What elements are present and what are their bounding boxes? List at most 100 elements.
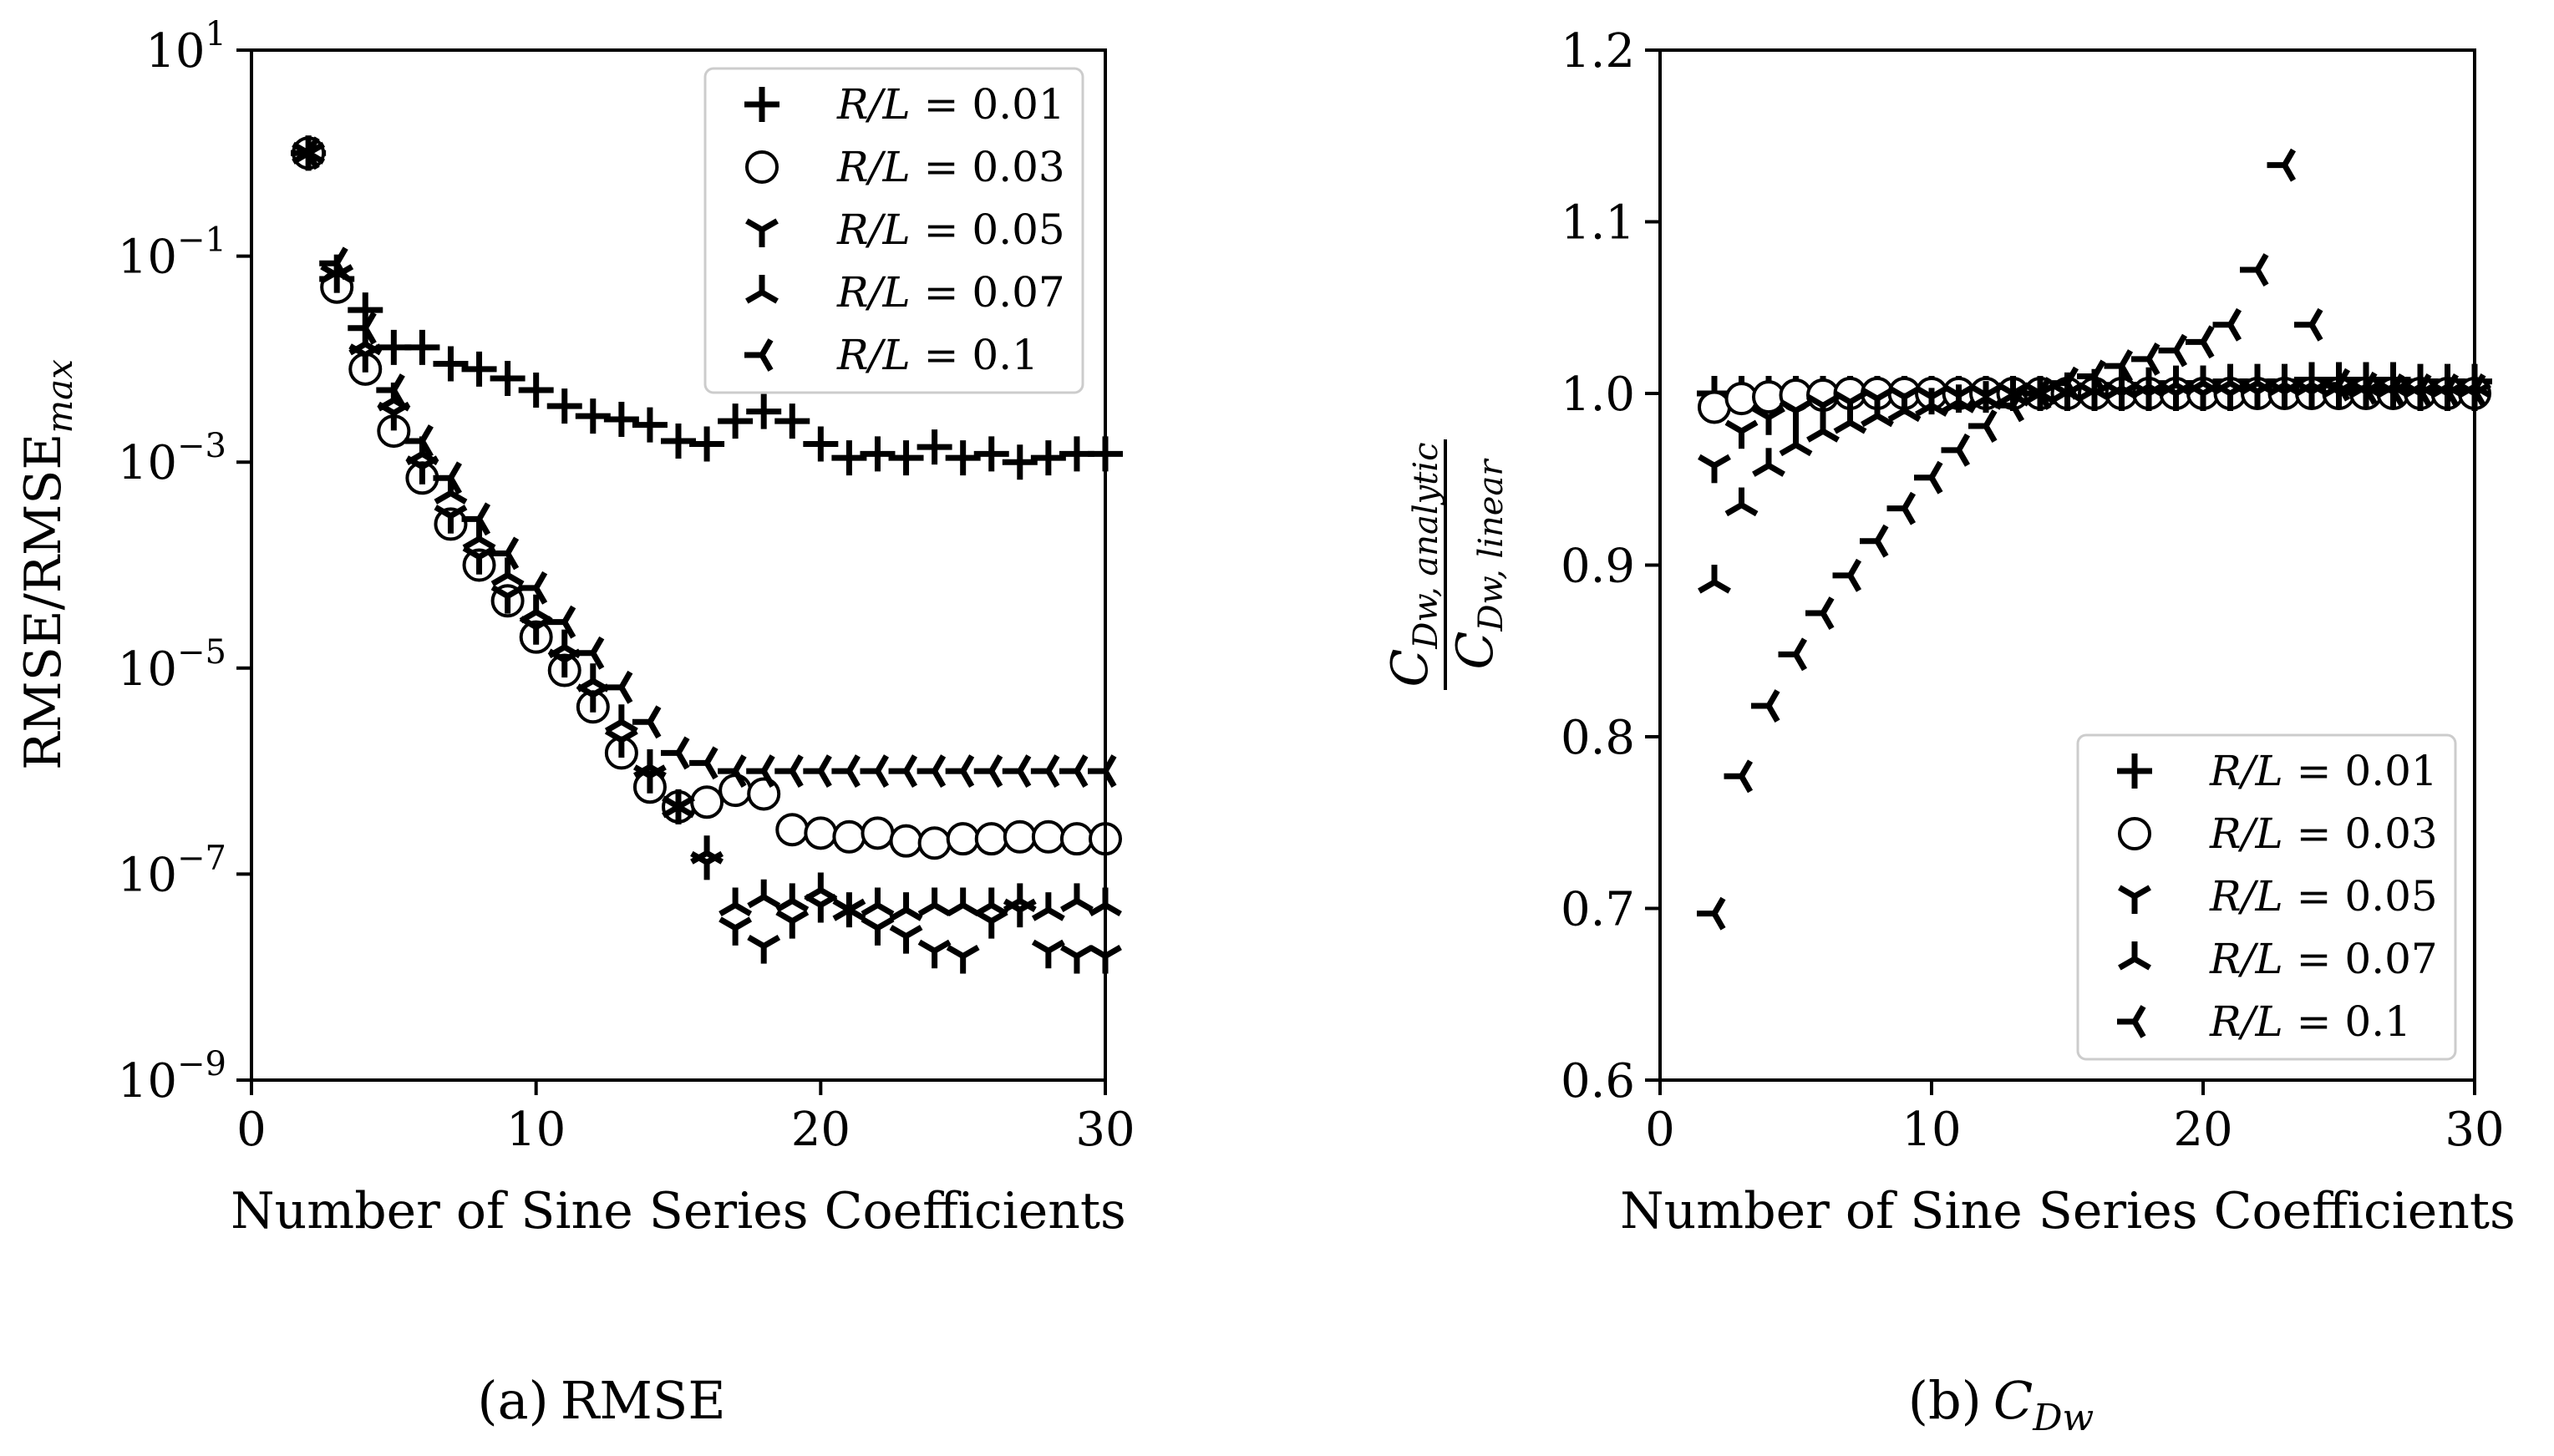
data-point-rmse-s1-18 (774, 403, 810, 439)
legend-markers-rmse (744, 87, 779, 372)
data-point-cdw-s5-14 (2049, 366, 2079, 400)
data-point-rmse-s5-19 (803, 754, 832, 789)
data-point-cdw-s5-2 (1724, 759, 1754, 794)
data-point-rmse-s4-28 (1059, 883, 1094, 912)
data-point-rmse-s5-18 (774, 754, 804, 789)
data-point-rmse-s1-6 (433, 346, 469, 382)
x-tick-label-cdw-2: 20 (2173, 1103, 2232, 1157)
data-point-rmse-s1-12 (603, 402, 639, 438)
data-point-rmse-s2-27 (1031, 819, 1065, 854)
data-point-rmse-s3-16 (718, 916, 753, 946)
data-point-rmse-s5-20 (831, 754, 861, 789)
data-point-rmse-s3-18 (775, 910, 810, 939)
data-point-cdw-s4-6 (1833, 404, 1867, 434)
data-point-cdw-s5-1 (1697, 896, 1726, 931)
legend-entry-cdw-2: R/L = 0.03 (2209, 809, 2438, 858)
legend-marker-rmse-2 (745, 150, 779, 184)
data-point-cdw-s5-15 (2077, 359, 2106, 393)
y-tick-label-rmse-1: 10−1 (118, 221, 226, 285)
data-point-cdw-s4-9 (1915, 388, 1948, 417)
data-point-cdw-s5-10 (1941, 433, 1971, 467)
data-point-rmse-s3-21 (861, 916, 895, 946)
data-point-rmse-s5-25 (973, 754, 1003, 789)
data-point-cdw-s4-5 (1806, 413, 1840, 443)
data-point-rmse-s1-3 (348, 292, 383, 328)
y-tick-label-rmse-3: 10−5 (118, 633, 226, 697)
data-point-rmse-s5-12 (603, 670, 633, 704)
data-point-rmse-s3-25 (974, 910, 1008, 939)
caption-cdw: (b) CDw (1908, 1370, 2094, 1439)
data-point-rmse-s4-23 (917, 887, 952, 917)
data-point-cdw-s2-1 (1698, 390, 1731, 424)
legend-marker-rmse-4 (745, 275, 779, 304)
data-point-rmse-s1-16 (718, 403, 754, 439)
data-point-cdw-s5-21 (2240, 253, 2269, 287)
data-point-rmse-s5-1 (291, 136, 320, 170)
data-point-rmse-s4-13 (632, 748, 667, 779)
data-point-cdw-s4-4 (1779, 427, 1813, 457)
legend-marker-rmse-3 (745, 218, 779, 247)
data-point-rmse-s2-21 (861, 816, 895, 850)
x-tick-label-rmse-1: 10 (506, 1103, 566, 1157)
data-point-rmse-s1-10 (546, 388, 582, 424)
data-point-rmse-s5-6 (433, 461, 462, 495)
legend-entry-cdw-1: R/L = 0.01 (2209, 747, 2438, 795)
y-tick-label-rmse-2: 10−3 (118, 427, 226, 490)
y-tick-label-rmse-5: 10−9 (118, 1045, 226, 1108)
legend-frame-cdw (2076, 733, 2457, 1061)
y-tick-label-cdw-4: 0.8 (1561, 711, 1635, 765)
y-tick-label-rmse-0: 101 (145, 15, 226, 79)
data-point-cdw-s4-2 (1724, 487, 1759, 517)
data-point-cdw-s5-27 (2403, 373, 2432, 407)
data-point-rmse-s5-28 (1059, 754, 1089, 789)
data-point-rmse-s5-13 (632, 705, 662, 739)
legend-marker-cdw-5 (2117, 1005, 2146, 1038)
data-point-rmse-s4-14 (662, 789, 695, 819)
data-point-rmse-s4-9 (519, 594, 553, 624)
data-point-rmse-s2-25 (974, 822, 1008, 856)
data-point-rmse-s5-14 (661, 736, 690, 770)
legend-marker-cdw-1 (2117, 753, 2152, 789)
x-tick-label-rmse-2: 20 (791, 1103, 850, 1157)
data-point-cdw-s2-3 (1752, 380, 1785, 414)
data-point-rmse-s5-15 (689, 746, 718, 780)
data-point-rmse-s5-11 (575, 636, 605, 670)
data-point-cdw-s3-3 (1752, 406, 1785, 435)
data-point-rmse-s5-21 (860, 754, 889, 789)
caption-letter-a: (a) (477, 1370, 548, 1431)
data-point-cdw-s5-18 (2158, 333, 2188, 368)
axes-ticks-rmse: 0 10 20 30 101 10−1 10−3 10−5 10−7 10−9 (118, 15, 1135, 1157)
data-point-rmse-s1-15 (689, 426, 725, 462)
legend-cdw: R/L = 0.01 R/L = 0.03 R/L = 0.05 R/L = 0… (2076, 733, 2457, 1061)
data-point-cdw-s5-22 (2267, 148, 2297, 182)
data-point-rmse-s3-17 (747, 935, 781, 964)
data-point-rmse-s5-9 (518, 571, 548, 605)
legend-entry-rmse-1: R/L = 0.01 (836, 80, 1065, 129)
data-marks-rmse (291, 135, 1123, 974)
data-point-cdw-s5-16 (2104, 349, 2134, 383)
data-point-rmse-s1-21 (860, 436, 896, 472)
data-point-cdw-s5-9 (1914, 460, 1943, 495)
legend-marker-cdw-4 (2118, 941, 2151, 971)
x-tick-label-rmse-3: 30 (1075, 1103, 1135, 1157)
y-tick-label-cdw-6: 0.6 (1561, 1054, 1635, 1108)
data-point-rmse-s4-20 (832, 892, 866, 921)
data-point-rmse-s5-27 (1030, 754, 1060, 789)
legend-marker-cdw-2 (2118, 817, 2151, 850)
data-point-rmse-s5-7 (461, 502, 491, 536)
data-point-rmse-s2-26 (1003, 819, 1037, 854)
caption-letter-b: (b) (1908, 1370, 1982, 1431)
legend-marker-rmse-5 (744, 338, 774, 372)
data-point-rmse-s3-23 (917, 939, 952, 969)
legend-entry-rmse-5: R/L = 0.1 (836, 331, 1038, 379)
data-point-rmse-s4-16 (718, 887, 753, 917)
data-point-rmse-s2-24 (946, 822, 980, 856)
legend-marker-rmse-1 (744, 87, 779, 122)
y-axis-label-main: RMSE/RMSE (14, 434, 73, 770)
data-point-cdw-s3-1 (1698, 454, 1731, 484)
data-point-rmse-s3-27 (1031, 939, 1065, 969)
data-point-cdw-s4-7 (1861, 398, 1894, 428)
data-point-rmse-s5-24 (945, 754, 975, 789)
x-tick-label-rmse-0: 0 (236, 1103, 267, 1157)
data-point-rmse-s3-28 (1059, 945, 1094, 974)
